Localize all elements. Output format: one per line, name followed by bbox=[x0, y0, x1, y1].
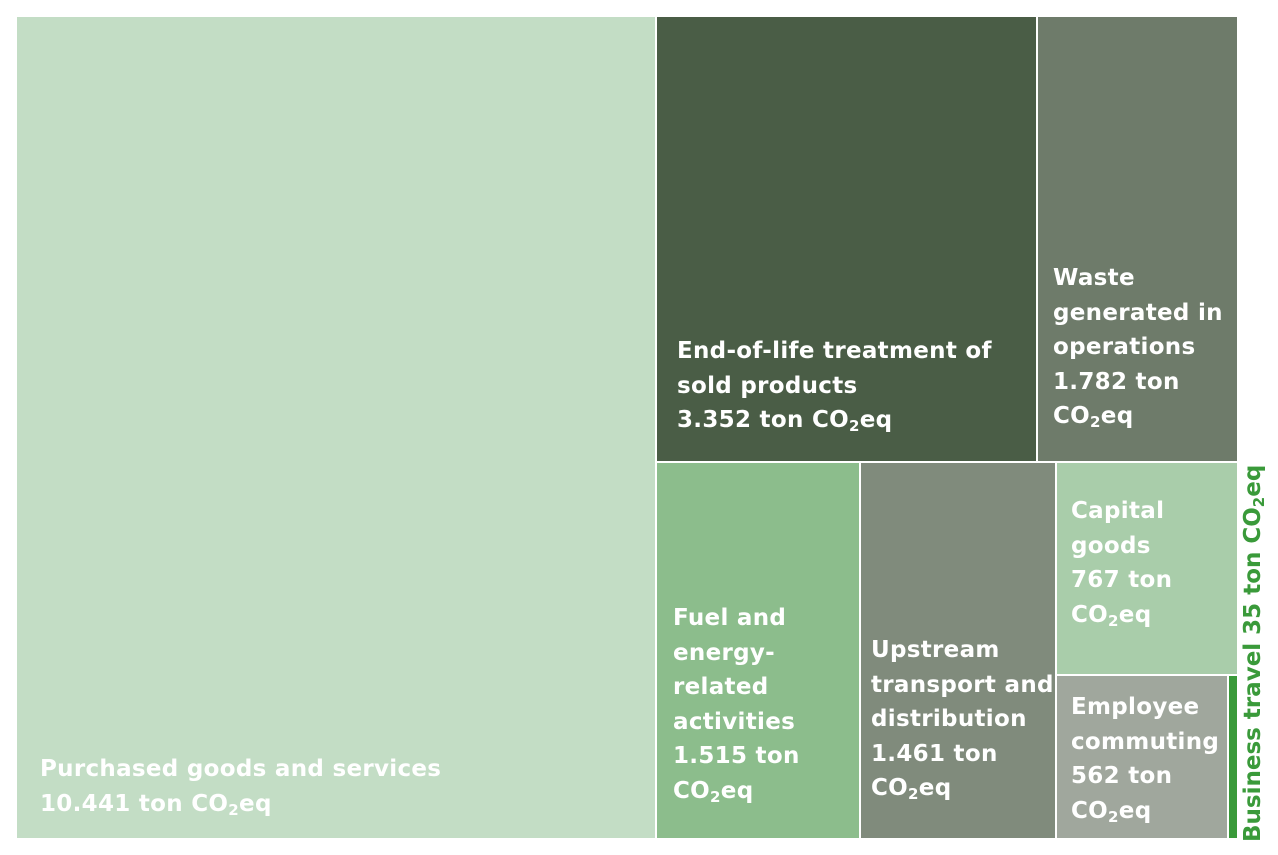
label-line: 1.782 ton bbox=[1053, 368, 1180, 395]
label-line: activities bbox=[673, 708, 796, 735]
treemap-label-commuting: Employee commuting 562 ton CO2eq bbox=[1071, 690, 1219, 828]
treemap-tile-waste bbox=[1036, 15, 1239, 463]
treemap-label-capital: Capital goods 767 ton CO2eq bbox=[1071, 494, 1172, 632]
label-line: Upstream bbox=[871, 637, 1000, 663]
label-value: 3.352 ton CO2eq bbox=[677, 407, 893, 435]
label-value: CO2eq bbox=[1071, 601, 1152, 630]
label-line: Capital bbox=[1071, 498, 1165, 524]
label-line: related bbox=[673, 674, 769, 700]
label-value: CO2eq bbox=[871, 775, 952, 803]
label-line: End-of-life treatment of bbox=[677, 338, 992, 364]
label-line: 562 ton bbox=[1071, 763, 1173, 789]
treemap-label-travel: Business travel 35 ton CO2eq bbox=[1240, 464, 1268, 842]
label-line: generated in bbox=[1053, 299, 1223, 326]
label-line: Purchased goods and services bbox=[40, 756, 442, 782]
treemap-tile-travel bbox=[1227, 674, 1239, 840]
label-value: 10.441 ton CO2eq bbox=[40, 790, 272, 819]
label-line: 1.515 ton bbox=[673, 743, 800, 769]
label-line: sold products bbox=[677, 372, 858, 399]
treemap-label-upstream: Upstream transport and distribution 1.461 t… bbox=[871, 633, 1054, 806]
label-line: Fuel and bbox=[673, 605, 787, 631]
treemap-tile-commuting bbox=[1055, 674, 1229, 840]
label-line: 1.461 ton bbox=[871, 740, 998, 767]
treemap-tile-eol bbox=[655, 15, 1038, 463]
label-line: transport and bbox=[871, 671, 1054, 698]
treemap-label-purchased: Purchased goods and services 10.441 ton C… bbox=[40, 752, 441, 821]
treemap-label-fuel: Fuel and energy-related activities 1.515 to… bbox=[673, 601, 800, 808]
label-line: commuting bbox=[1071, 728, 1220, 755]
label-value: CO2eq bbox=[673, 777, 754, 806]
label-line: operations bbox=[1053, 334, 1196, 360]
label-value: CO2eq bbox=[1053, 403, 1134, 431]
treemap-tile-upstream bbox=[859, 461, 1057, 840]
label-line: 767 ton bbox=[1071, 567, 1173, 593]
treemap-label-waste: Waste generated in operations 1.782 ton CO2e… bbox=[1053, 261, 1223, 434]
label-line: Employee bbox=[1071, 694, 1200, 720]
label-line: energy- bbox=[673, 639, 776, 666]
label-line: Waste bbox=[1053, 265, 1135, 291]
label-value: CO2eq bbox=[1071, 797, 1152, 826]
label-line: distribution bbox=[871, 706, 1027, 732]
treemap-tile-purchased bbox=[15, 15, 657, 840]
treemap-label-eol: End-of-life treatment of sold products 3.3… bbox=[677, 334, 992, 438]
label-line: goods bbox=[1071, 532, 1151, 559]
